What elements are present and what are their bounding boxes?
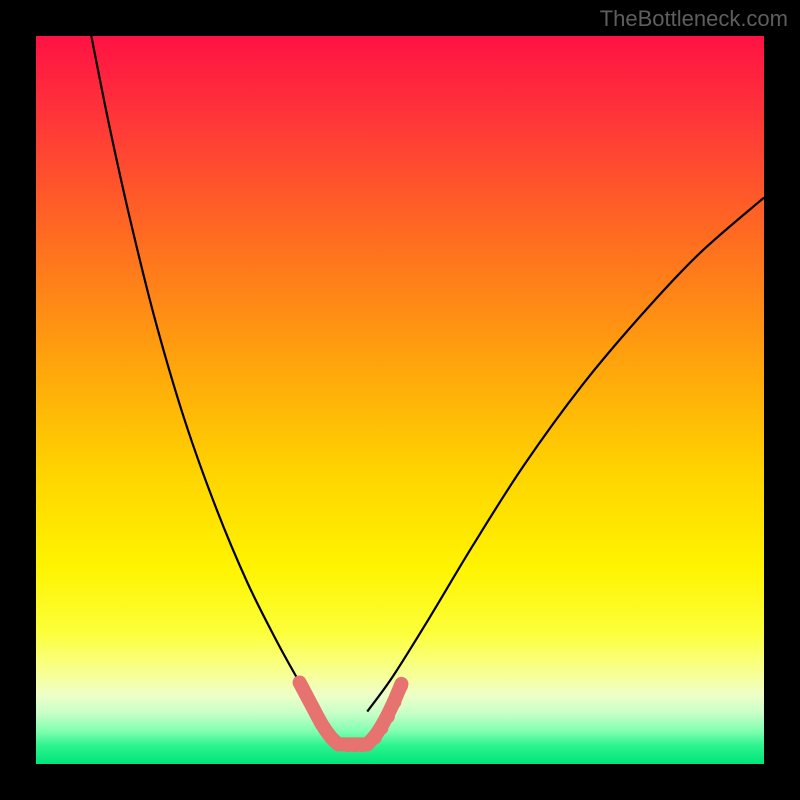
optimal-range-dot bbox=[293, 676, 306, 689]
optimal-range-dot bbox=[300, 690, 313, 703]
chart-root: TheBottleneck.com bbox=[0, 0, 800, 800]
optimal-range-dot bbox=[388, 696, 401, 709]
bottleneck-chart bbox=[0, 0, 800, 800]
optimal-range-dot bbox=[395, 680, 408, 693]
optimal-range-dot bbox=[375, 722, 388, 735]
optimal-range-dot bbox=[308, 704, 321, 717]
watermark-text: TheBottleneck.com bbox=[600, 6, 788, 32]
optimal-range-dot bbox=[382, 710, 395, 723]
plot-gradient-area bbox=[36, 36, 764, 764]
